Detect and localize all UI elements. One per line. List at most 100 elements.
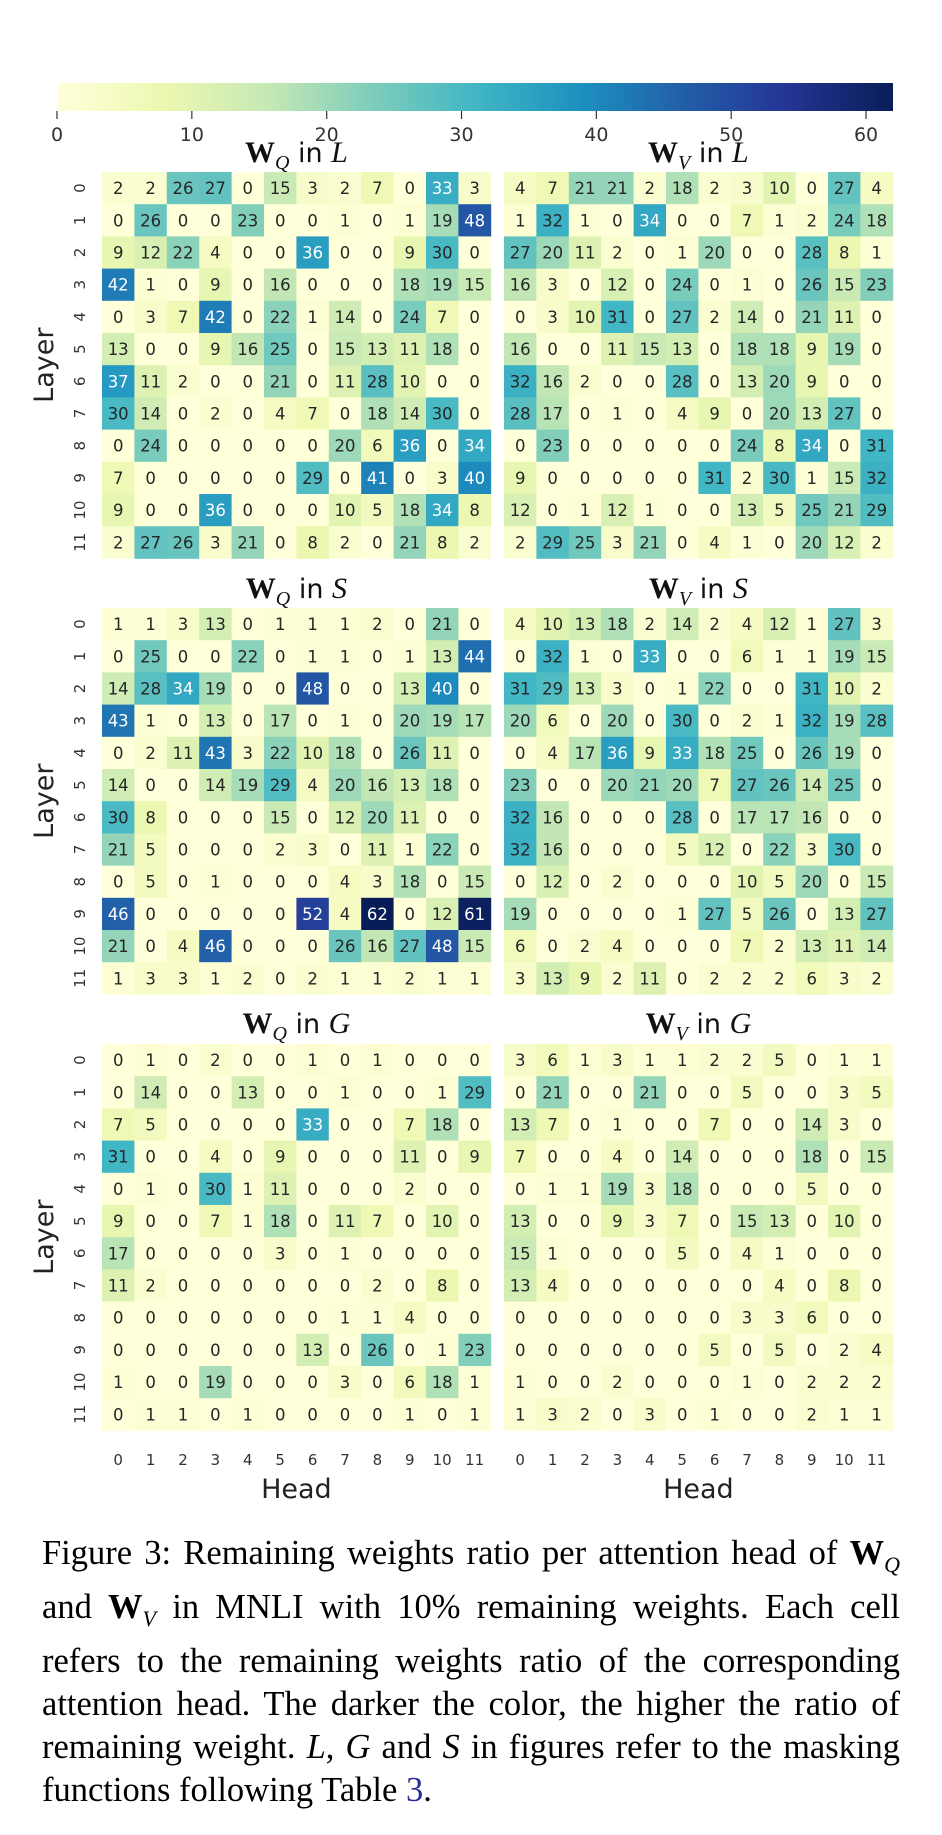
cell-value-label: 2 [340,179,351,198]
cell-value-label: 23 [510,776,531,795]
cell-value-label: 3 [547,276,558,295]
heatmap-cell [296,1301,330,1335]
cell-value-label: 2 [871,680,882,699]
cell-value-label: 0 [145,501,156,520]
panel-title: WV in L [648,136,749,174]
cell-value-label: 1 [774,211,785,230]
heatmap-cell [763,1398,796,1431]
cell-value-label: 2 [645,179,656,198]
heatmap-cell [601,1076,634,1109]
cell-value-label: 32 [542,647,563,666]
cell-value-label: 0 [178,1180,189,1199]
heatmap-cell [860,1398,894,1431]
cell-value-label: 5 [372,501,383,520]
heatmap-cell [393,801,427,834]
cell-value-label: 12 [510,501,531,520]
heatmap-cell [568,1237,602,1270]
heatmap-cell [666,1237,699,1270]
cell-value-label: 0 [372,1244,383,1263]
cell-value-label: 0 [612,647,623,666]
heatmap-cell [795,1237,829,1270]
heatmap-cell [166,1108,200,1141]
cell-value-label: 0 [243,244,254,263]
heatmap-cell [763,236,796,269]
cell-value-label: 0 [677,501,688,520]
heatmap-cell [730,1333,764,1367]
cell-value-label: 1 [145,1180,156,1199]
cell-value-label: 11 [399,808,420,827]
heatmap-cell [698,608,732,641]
cell-value-label: 0 [210,372,221,391]
cell-value-label: 0 [178,776,189,795]
heatmap-cell [361,1366,394,1399]
cell-value-label: 10 [737,873,758,892]
heatmap-cell [102,865,135,899]
cell-value-label: 22 [270,308,291,327]
cell-value-label: 0 [307,340,318,359]
heatmap-cell [795,365,829,398]
cell-value-label: 0 [405,1277,416,1296]
cell-value-label: 2 [580,1405,591,1424]
cell-value-label: 4 [871,1341,882,1360]
cell-value-label: 3 [612,680,623,699]
cell-value-label: 3 [145,308,156,327]
cell-value-label: 0 [774,1116,785,1135]
y-tick-label: 8 [71,441,89,451]
heatmap-cell [296,1269,330,1302]
heatmap-cell [264,962,297,995]
heatmap-cell [568,526,602,559]
cell-value-label: 10 [834,1212,855,1231]
heatmap-cell [828,736,861,770]
heatmap-cell [536,1269,570,1302]
cell-value-label: 0 [340,1116,351,1135]
heatmap-cell [763,640,796,673]
heatmap-cell [296,1172,330,1206]
cell-value-label: 0 [871,1116,882,1135]
heatmap-cell [166,897,200,931]
heatmap-cell [328,640,362,673]
heatmap-cell [860,526,894,559]
cell-value-label: 0 [547,1148,558,1167]
panel-title: WV in S [649,572,748,610]
heatmap-cell [458,640,492,673]
colorbar [57,83,893,111]
cell-value-label: 1 [677,680,688,699]
heatmap-cell [134,172,168,205]
heatmap-cell [102,204,135,237]
cell-value-label: 9 [210,340,221,359]
cell-value-label: 29 [866,501,887,520]
heatmap-cell [231,172,265,205]
heatmap-cell [264,930,297,963]
heatmap-cell [860,897,894,931]
cell-value-label: 0 [612,1083,623,1102]
heatmap-cell [601,704,634,738]
heatmap-cell [795,526,829,559]
cell-value-label: 40 [432,680,453,699]
heatmap-cell [666,608,699,641]
heatmap-cell [698,333,732,366]
cell-value-label: 5 [774,501,785,520]
cell-value-label: 7 [742,211,753,230]
cell-value-label: 23 [464,1341,485,1360]
heatmap-cell [328,494,362,527]
panel-title: WQ in L [245,136,348,174]
x-tick-label: 10 [433,1451,452,1469]
heatmap-cell [633,494,667,527]
heatmap-cell [264,1205,297,1238]
cell-value-label: 14 [801,1116,822,1135]
heatmap-cell [568,833,602,866]
heatmap-cell [361,1172,394,1206]
cell-value-label: 0 [645,1244,656,1263]
cell-value-label: 14 [672,1148,693,1167]
y-tick-label: 8 [71,1313,89,1323]
cell-value-label: 18 [607,615,628,634]
cell-value-label: 0 [742,1180,753,1199]
heatmap-cell [264,333,297,366]
heatmap-cell [426,865,459,899]
heatmap-cell [296,365,330,398]
heatmap-cell [264,461,297,495]
heatmap-cell [328,1301,362,1335]
heatmap-figure: 0 10 20 30 40 50 60 WQ in L 2 2 26 27 0 15 3 2 7 0 33 3 0 26 0… [29,83,894,1505]
heatmap-cell [199,897,232,931]
heatmap-cell [730,204,764,237]
